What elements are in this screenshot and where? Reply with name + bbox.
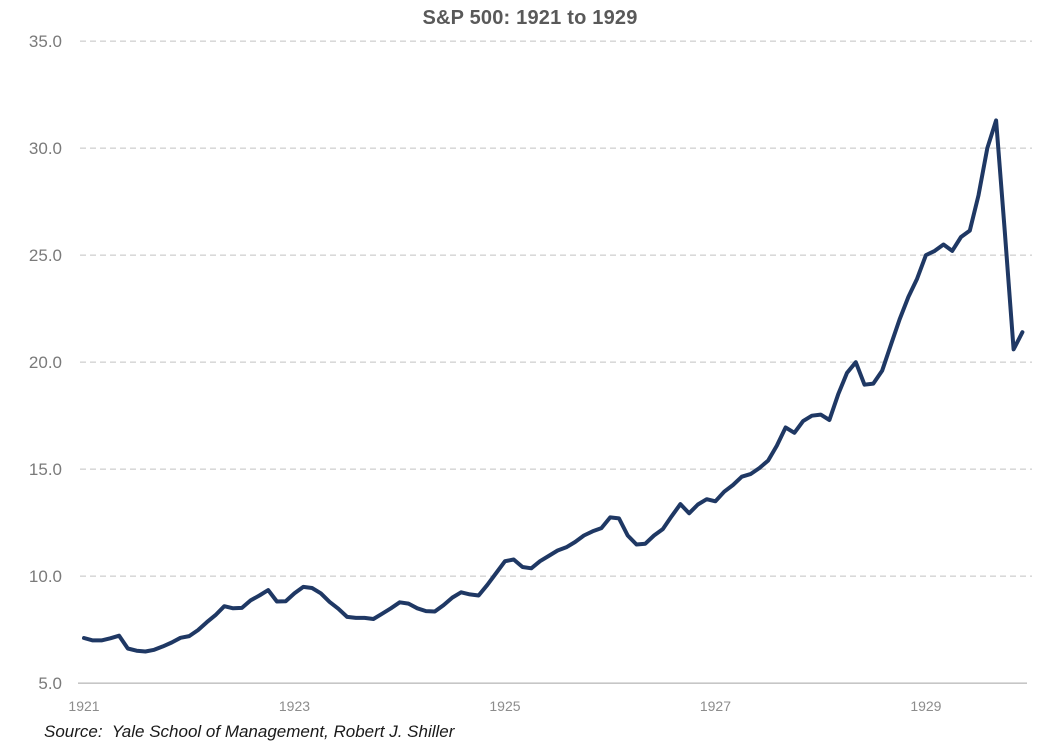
- y-tick-label-15: 15.0: [29, 460, 62, 479]
- x-tick-label-1929: 1929: [910, 698, 941, 714]
- x-tick-label-1927: 1927: [700, 698, 731, 714]
- y-tick-label-10: 10.0: [29, 567, 62, 586]
- y-tick-label-35: 35.0: [29, 32, 62, 51]
- x-tick-label-1925: 1925: [489, 698, 520, 714]
- price-line: [82, 118, 1025, 654]
- y-tick-label-5: 5.0: [38, 674, 62, 693]
- y-tick-label-25: 25.0: [29, 246, 62, 265]
- y-tick-label-20: 20.0: [29, 353, 62, 372]
- x-tick-label-1923: 1923: [279, 698, 310, 714]
- y-tick-label-30: 30.0: [29, 139, 62, 158]
- chart-title: S&P 500: 1921 to 1929: [422, 7, 638, 29]
- x-tick-label-1921: 1921: [68, 698, 99, 714]
- source-note: Source: Yale School of Management, Rober…: [44, 722, 455, 741]
